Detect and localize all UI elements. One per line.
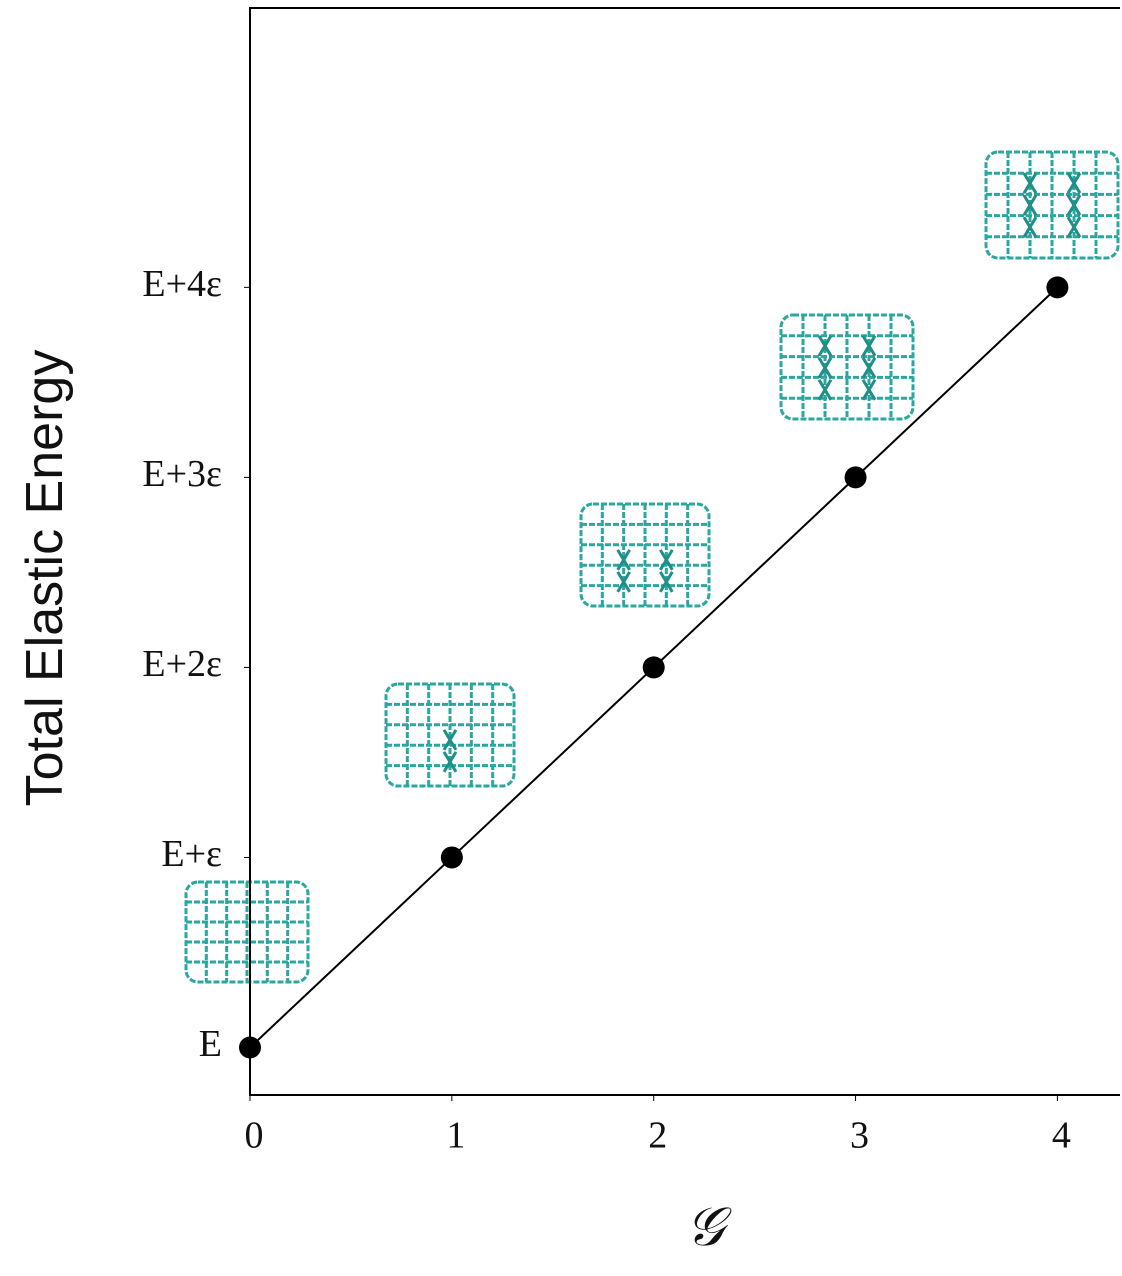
x-tick-label: 1 bbox=[446, 1115, 465, 1157]
y-axis-label: Total Elastic Energy bbox=[16, 350, 74, 807]
point bbox=[845, 466, 867, 488]
point bbox=[1046, 276, 1068, 298]
y-tick-label: E+ε bbox=[161, 833, 222, 875]
y-tick-label: E+3ε bbox=[142, 453, 222, 495]
x-tick-label: 4 bbox=[1052, 1115, 1071, 1157]
x-axis-label: 𝒢 bbox=[686, 1195, 733, 1258]
x-tick-label: 3 bbox=[850, 1115, 869, 1157]
lattice bbox=[581, 504, 709, 606]
lattice bbox=[781, 315, 913, 419]
chart: 0 1 2 3 4 E E+ε E+2ε E+3ε E+4ε Total Elastic Energ… bbox=[0, 0, 1122, 1276]
x-tick-label: 0 bbox=[245, 1115, 264, 1157]
lattice-icons bbox=[186, 152, 1118, 982]
lattice bbox=[386, 684, 514, 786]
axes-frame bbox=[250, 8, 1120, 1095]
point bbox=[441, 846, 463, 868]
point bbox=[643, 656, 665, 678]
y-tick-label: E+4ε bbox=[142, 263, 222, 305]
lattice bbox=[186, 882, 308, 982]
y-tick-label: E bbox=[199, 1023, 222, 1065]
point bbox=[239, 1036, 261, 1058]
y-tick-label: E+2ε bbox=[142, 643, 222, 685]
x-tick-label: 2 bbox=[648, 1115, 667, 1157]
lattice bbox=[986, 152, 1118, 258]
